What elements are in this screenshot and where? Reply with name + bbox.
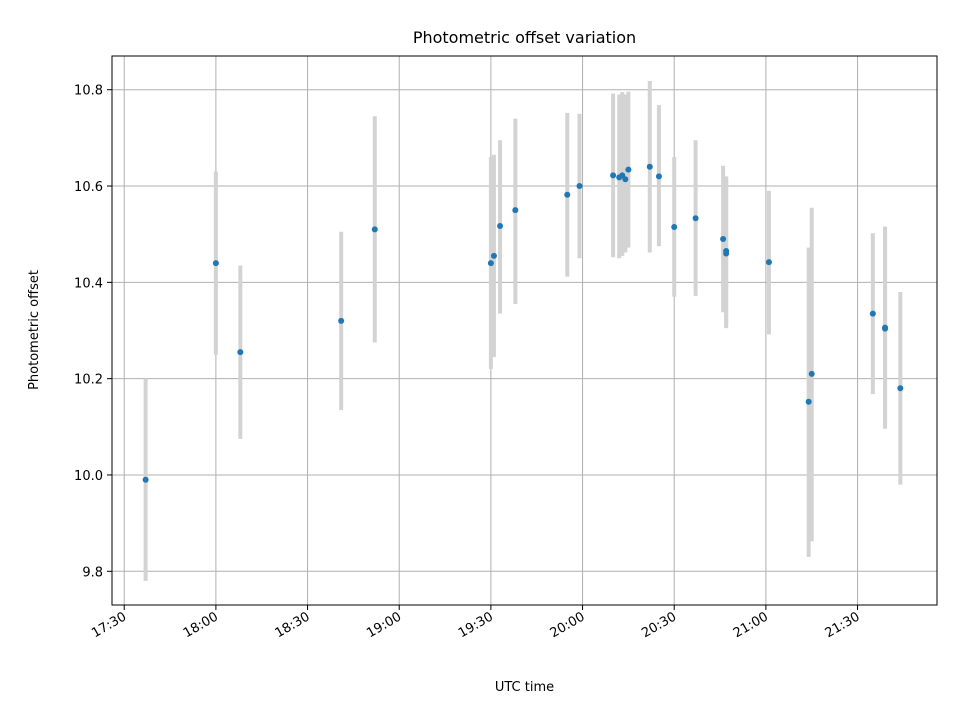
data-point [237,349,244,356]
y-tick-label: 10.2 [74,373,103,388]
data-point [338,317,345,324]
data-point [882,325,889,332]
data-point [655,173,662,180]
data-point [646,163,653,170]
data-point [723,250,730,257]
data-point [490,252,497,259]
data-point [622,176,629,183]
data-point [487,260,494,267]
y-tick-label: 10.8 [74,84,103,99]
data-point [720,236,727,242]
data-point [371,226,378,233]
data-point [808,370,815,377]
x-tick-label: 21:30 [823,609,863,641]
data-point [869,310,876,317]
x-axis-label: UTC time [495,680,554,695]
data-point [212,260,219,267]
data-point [610,172,617,179]
data-point [805,398,812,405]
data-point [564,191,571,198]
data-point [692,215,699,222]
plot-frame [111,55,938,606]
y-axis-ticks: 9.8 10.0 10.2 10.4 10.6 10.8 [74,84,112,580]
y-tick-label: 10.4 [74,276,103,291]
x-tick-label: 20:30 [639,609,679,641]
data-points [142,163,904,483]
x-axis-ticks: 17:30 18:00 18:30 19:00 19:30 20:00 20:30 21:00… [89,605,863,641]
data-point [671,223,678,230]
data-point [497,222,504,229]
y-tick-label: 9.8 [82,565,103,580]
chart-title: Photometric offset variation [413,28,636,47]
data-point [897,385,904,392]
x-tick-label: 18:30 [273,609,313,641]
data-point [142,476,149,483]
x-tick-label: 17:30 [89,609,129,641]
x-tick-label: 20:00 [548,609,588,641]
data-point [765,259,772,266]
error-bars [143,81,903,581]
y-axis-label: Photometric offset [27,270,42,390]
data-point [625,166,632,173]
data-point [512,207,519,214]
y-tick-label: 10.6 [74,180,103,195]
x-tick-label: 19:00 [364,609,404,641]
x-tick-label: 18:00 [181,609,221,641]
x-tick-label: 19:30 [456,609,496,641]
data-point [576,183,583,190]
x-tick-label: 21:00 [731,609,771,641]
y-tick-label: 10.0 [74,469,103,484]
